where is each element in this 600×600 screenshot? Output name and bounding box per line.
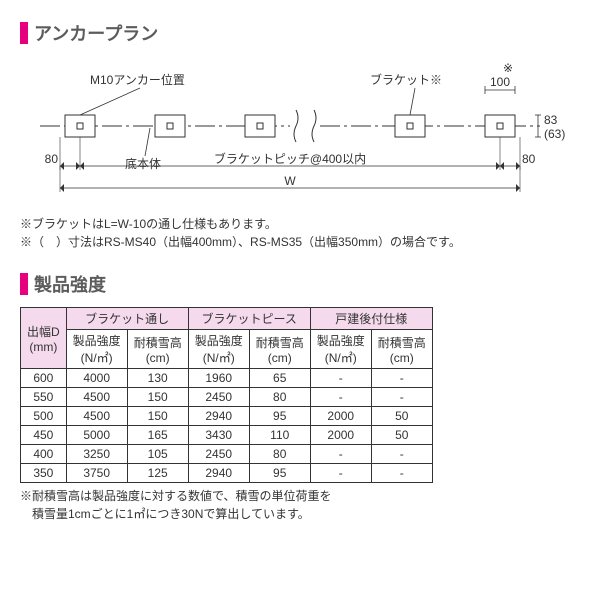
svg-text:80: 80	[45, 152, 59, 166]
col-depth: 出幅D(mm)	[21, 308, 67, 369]
cell-value: -	[310, 388, 371, 407]
cell-value: 130	[127, 369, 188, 388]
cell-value: 2000	[310, 426, 371, 445]
col-snow: 耐積雪高(cm)	[371, 330, 432, 369]
heading-product-strength: 製品強度	[20, 271, 580, 297]
col-group: 戸建後付仕様	[310, 308, 432, 330]
col-snow: 耐積雪高(cm)	[127, 330, 188, 369]
svg-text:底本体: 底本体	[125, 156, 161, 171]
svg-text:ブラケットピッチ@400以内: ブラケットピッチ@400以内	[214, 151, 366, 166]
table-row: 4003250105245080--	[21, 445, 433, 464]
cell-value: 3430	[188, 426, 249, 445]
heading-title: アンカープラン	[34, 20, 158, 46]
cell-value: 2450	[188, 388, 249, 407]
cell-value: -	[310, 464, 371, 483]
heading-anchor-plan: アンカープラン	[20, 20, 580, 46]
anchor-plan-svg: M10アンカー位置 ブラケット※ 底本体 ※100 83(63) 80 ブラケットピッチ@4…	[20, 56, 580, 206]
cell-depth: 400	[21, 445, 67, 464]
table-row: 6004000130196065--	[21, 369, 433, 388]
note-line-2: ※（ ）寸法はRS-MS40（出幅400mm）、RS-MS35（出幅350mm）…	[20, 233, 580, 251]
cell-value: -	[310, 445, 371, 464]
cell-value: -	[371, 388, 432, 407]
cell-value: 2940	[188, 407, 249, 426]
footnote-line-1: ※耐積雪高は製品強度に対する数値で、積雪の単位荷重を	[20, 487, 580, 505]
cell-value: 105	[127, 445, 188, 464]
heading-bar-icon	[20, 22, 28, 44]
cell-value: 50	[371, 407, 432, 426]
cell-value: -	[371, 369, 432, 388]
cell-value: -	[371, 464, 432, 483]
cell-value: 150	[127, 388, 188, 407]
cell-depth: 350	[21, 464, 67, 483]
table-row: 5504500150245080--	[21, 388, 433, 407]
cell-value: 4500	[66, 388, 127, 407]
cell-value: 150	[127, 407, 188, 426]
svg-text:M10アンカー位置: M10アンカー位置	[90, 72, 185, 87]
col-strength: 製品強度(N/㎡)	[310, 330, 371, 369]
cell-value: -	[310, 369, 371, 388]
anchor-plan-diagram: M10アンカー位置 ブラケット※ 底本体 ※100 83(63) 80 ブラケットピッチ@4…	[20, 56, 580, 209]
svg-text:100: 100	[490, 75, 510, 89]
cell-depth: 500	[21, 407, 67, 426]
svg-text:W: W	[284, 174, 296, 188]
cell-value: 5000	[66, 426, 127, 445]
table-subheader-row: 製品強度(N/㎡)耐積雪高(cm)製品強度(N/㎡)耐積雪高(cm)製品強度(N…	[21, 330, 433, 369]
strength-table: 出幅D(mm)ブラケット通しブラケットピース戸建後付仕様製品強度(N/㎡)耐積雪…	[20, 307, 433, 483]
cell-value: 165	[127, 426, 188, 445]
cell-value: 2940	[188, 464, 249, 483]
cell-value: 2000	[310, 407, 371, 426]
col-strength: 製品強度(N/㎡)	[188, 330, 249, 369]
cell-value: 80	[249, 388, 310, 407]
anchor-notes: ※ブラケットはL=W-10の通し仕様もあります。 ※（ ）寸法はRS-MS40（…	[20, 215, 580, 251]
cell-depth: 450	[21, 426, 67, 445]
col-strength: 製品強度(N/㎡)	[66, 330, 127, 369]
cell-depth: 600	[21, 369, 67, 388]
cell-depth: 550	[21, 388, 67, 407]
table-row: 5004500150294095200050	[21, 407, 433, 426]
cell-value: 4500	[66, 407, 127, 426]
svg-text:80: 80	[522, 152, 536, 166]
strength-footnote: ※耐積雪高は製品強度に対する数値で、積雪の単位荷重を 積雪量1cmごとに1㎡につ…	[20, 487, 580, 523]
svg-text:(63): (63)	[544, 127, 565, 141]
cell-value: 3250	[66, 445, 127, 464]
svg-text:ブラケット※: ブラケット※	[370, 72, 442, 87]
col-group: ブラケットピース	[188, 308, 310, 330]
footnote-line-2: 積雪量1cmごとに1㎡につき30Nで算出しています。	[20, 505, 580, 523]
cell-value: 1960	[188, 369, 249, 388]
cell-value: -	[371, 445, 432, 464]
cell-value: 3750	[66, 464, 127, 483]
cell-value: 65	[249, 369, 310, 388]
table-row: 45050001653430110200050	[21, 426, 433, 445]
note-line-1: ※ブラケットはL=W-10の通し仕様もあります。	[20, 215, 580, 233]
cell-value: 50	[371, 426, 432, 445]
svg-text:※: ※	[503, 61, 513, 75]
cell-value: 95	[249, 407, 310, 426]
cell-value: 95	[249, 464, 310, 483]
col-group: ブラケット通し	[66, 308, 188, 330]
cell-value: 4000	[66, 369, 127, 388]
heading-bar-icon	[20, 273, 28, 295]
col-snow: 耐積雪高(cm)	[249, 330, 310, 369]
table-row: 3503750125294095--	[21, 464, 433, 483]
heading-title: 製品強度	[34, 271, 106, 297]
cell-value: 125	[127, 464, 188, 483]
cell-value: 2450	[188, 445, 249, 464]
table-header-row: 出幅D(mm)ブラケット通しブラケットピース戸建後付仕様	[21, 308, 433, 330]
cell-value: 80	[249, 445, 310, 464]
cell-value: 110	[249, 426, 310, 445]
svg-text:83: 83	[544, 113, 558, 127]
